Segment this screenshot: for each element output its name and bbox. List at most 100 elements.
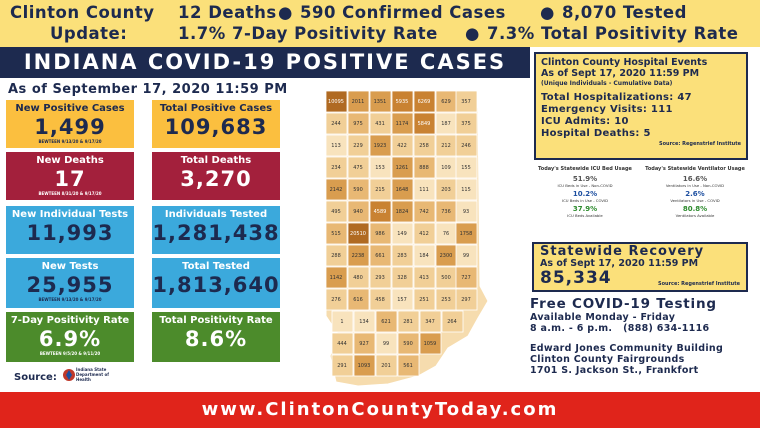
county-shape — [413, 156, 436, 179]
county-shape — [455, 90, 478, 113]
county-shape — [455, 266, 478, 289]
hospital-icu-admits: ICU Admits: 10 — [541, 116, 629, 127]
stat-value: 1,499 — [34, 115, 106, 139]
county-shape — [325, 112, 348, 135]
isdh-logo-text: Indiana State Department of Health — [76, 367, 110, 382]
total-tested-box: Total Tested 1,813,640 — [152, 258, 280, 308]
county-case-label: 5935 — [396, 99, 409, 105]
new-individual-tests-box: New Individual Tests 11,993 — [6, 206, 134, 254]
hospital-source: Source: Regenstrief Institute — [658, 141, 741, 147]
stat-label: Total Positivity Rate — [159, 315, 273, 326]
county-case-label: 2142 — [330, 187, 343, 193]
county-case-label: 458 — [375, 297, 385, 303]
county-case-label: 2300 — [440, 253, 453, 259]
county-case-label: 203 — [441, 187, 451, 193]
header-bar: Clinton County 12 Deaths ● 590 Confirmed… — [0, 0, 760, 47]
header-7day: 1.7% 7-Day Positivity Rate — [178, 24, 438, 43]
county-case-label: 1648 — [396, 187, 409, 193]
county-shape — [353, 332, 376, 355]
county-shape — [325, 134, 348, 157]
county-shape — [369, 178, 392, 201]
county-case-label: 1 — [340, 319, 343, 325]
hospital-deaths: Hospital Deaths: 5 — [541, 128, 651, 139]
icu-pct-non-covid: 51.9% — [572, 175, 598, 183]
individuals-tested-box: Individuals Tested 1,281,438 — [152, 206, 280, 254]
recovery-value: 85,334 — [540, 268, 612, 288]
county-case-label: 4589 — [374, 209, 387, 215]
county-shape — [397, 310, 420, 333]
new-tests-box: New Tests 25,955 BEWTEEN 9/13/20 & 9/17/… — [6, 258, 134, 308]
county-shape — [325, 288, 348, 311]
county-case-label: 328 — [397, 275, 407, 281]
county-shape — [369, 200, 392, 223]
county-shape — [419, 332, 442, 355]
county-case-label: 616 — [353, 297, 363, 303]
stat-label: Total Positive Cases — [159, 103, 273, 114]
county-shape — [369, 222, 392, 245]
county-case-label: 975 — [353, 121, 363, 127]
testing-title: Free COVID-19 Testing — [530, 296, 717, 312]
county-case-label: 6269 — [418, 99, 431, 105]
stat-value: 1,281,438 — [152, 221, 280, 245]
new-positive-cases-box: New Positive Cases 1,499 BEWTEEN 9/13/20… — [6, 100, 134, 148]
county-case-label: 1261 — [396, 165, 409, 171]
icu-usage-title: Today's Statewide ICU Bed Usage — [538, 166, 632, 172]
county-case-label: 288 — [331, 253, 341, 259]
county-case-label: 244 — [331, 121, 341, 127]
stat-value: 109,683 — [164, 115, 268, 139]
stat-label: Individuals Tested — [164, 209, 268, 220]
county-case-label: 229 — [353, 143, 363, 149]
county-case-label: 444 — [337, 341, 347, 347]
county-case-label: 281 — [403, 319, 413, 325]
county-shape — [325, 222, 348, 245]
county-case-label: 727 — [461, 275, 471, 281]
county-case-label: 561 — [403, 363, 413, 369]
county-shape — [397, 332, 420, 355]
county-shape — [413, 200, 436, 223]
vent-label-available: Ventilators Available — [675, 213, 715, 218]
county-case-label: 431 — [375, 121, 385, 127]
county-shape — [455, 288, 478, 311]
county-case-label: 283 — [397, 253, 407, 259]
county-case-label: 253 — [441, 297, 451, 303]
county-case-label: 10095 — [328, 99, 344, 105]
county-case-label: 2011 — [352, 99, 365, 105]
county-shape — [397, 354, 420, 377]
county-case-label: 480 — [353, 275, 363, 281]
county-shape — [325, 156, 348, 179]
website-link[interactable]: www.ClintonCountyToday.com — [0, 392, 760, 428]
county-shape — [413, 244, 436, 267]
page-title: INDIANA COVID-19 POSITIVE CASES — [0, 47, 530, 78]
county-shape — [347, 178, 370, 201]
county-case-label: 155 — [461, 165, 471, 171]
county-shape — [347, 244, 370, 267]
county-case-label: 347 — [425, 319, 435, 325]
county-case-label: 888 — [419, 165, 429, 171]
county-case-label: 629 — [441, 99, 451, 105]
county-shape — [375, 332, 398, 355]
county-shape — [391, 134, 414, 157]
stat-value: 8.6% — [184, 327, 248, 351]
county-shape — [347, 200, 370, 223]
county-case-label: 134 — [359, 319, 369, 325]
county-shape — [375, 354, 398, 377]
county-case-label: 422 — [397, 143, 407, 149]
statewide-recovery-panel: Statewide Recovery As of Sept 17, 2020 1… — [532, 242, 748, 292]
county-shape — [347, 134, 370, 157]
recovery-source: Source: Regenstrief Institute — [657, 281, 740, 287]
header-confirmed: 590 Confirmed Cases — [300, 3, 506, 22]
county-shape — [369, 156, 392, 179]
county-case-label: 1758 — [460, 231, 473, 237]
free-testing-panel: Free COVID-19 Testing Available Monday -… — [530, 296, 756, 376]
stat-label: Total Tested — [182, 261, 250, 272]
icu-label-non-covid: ICU Beds in Use - Non-COVID — [557, 183, 613, 188]
county-case-label: 264 — [447, 319, 457, 325]
county-shape — [455, 156, 478, 179]
county-shape — [325, 244, 348, 267]
county-shape — [347, 222, 370, 245]
hospital-as-of: As of Sept 17, 2020 11:59 PM — [541, 68, 700, 79]
county-shape — [369, 288, 392, 311]
county-case-label: 927 — [359, 341, 369, 347]
vent-usage-title: Today's Statewide Ventilator Usage — [645, 166, 745, 172]
